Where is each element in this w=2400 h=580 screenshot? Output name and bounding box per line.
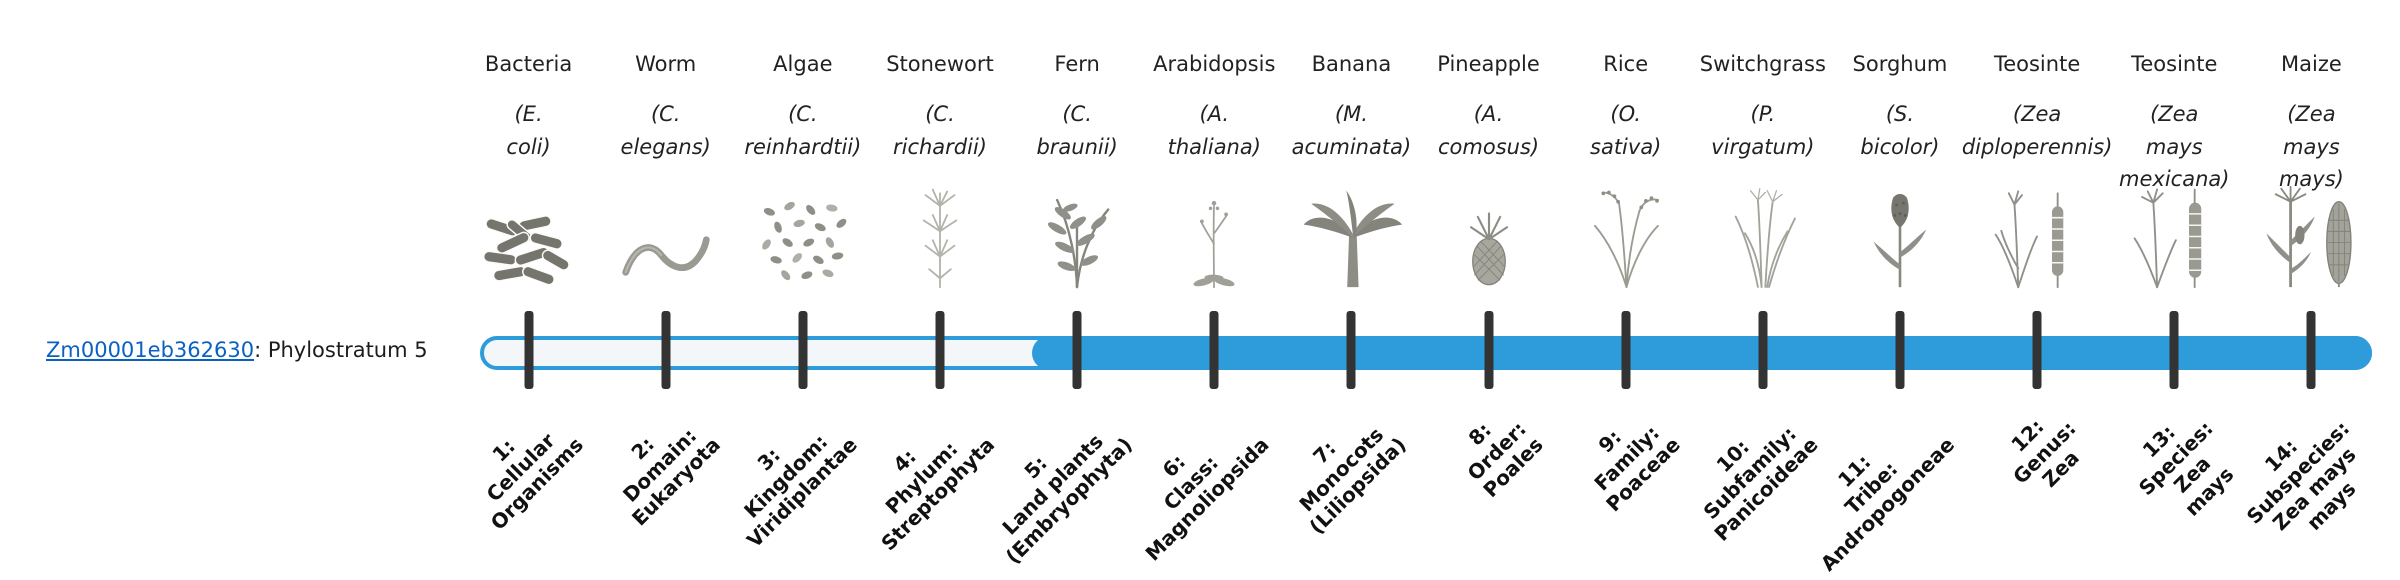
phylostratum-tick-12 <box>2032 311 2042 389</box>
algae-illustration <box>736 168 870 290</box>
rice-illustration <box>1559 168 1693 290</box>
fern-illustration <box>1010 168 1144 290</box>
organism-scientific-name: (Zea diploperennis) <box>1961 102 2113 159</box>
phylostratum-label-1: 1: Cellular Organisms <box>481 428 589 535</box>
teosinte-diploperennis-illustration <box>1970 168 2104 290</box>
organism-scientific-name: (S. bicolor) <box>1860 102 1940 159</box>
phylostratum-tick-8 <box>1484 311 1494 389</box>
phylostratum-label-13: 13: Species: Zea mays <box>2133 415 2238 521</box>
organism-scientific-name: (Zea mays mexicana) <box>2119 102 2230 192</box>
organism-scientific-name: (C. richardii) <box>892 102 988 159</box>
phylostratum-tick-13 <box>2169 311 2179 389</box>
organism-name: Stonewort <box>886 52 994 76</box>
organism-column-teosinte-mexicana: Teosinte (Zea mays mexicana) 13: Species… <box>2106 0 2243 580</box>
organism-scientific-name: (O. sativa) <box>1590 102 1662 159</box>
phylostratum-tick-14 <box>2306 311 2316 389</box>
phylostratum-tick-7 <box>1346 311 1356 389</box>
phylostratum-label-7: 7: Monocots (Liliopsida) <box>1294 422 1412 539</box>
organism-name: Teosinte <box>1993 52 2081 76</box>
bacteria-illustration <box>462 168 596 290</box>
gene-id-link[interactable]: Zm00001eb362630 <box>46 338 255 362</box>
organism-scientific-name: (C. elegans) <box>620 102 711 159</box>
organism-name: Maize <box>2281 52 2342 76</box>
organism-column-teosinte-diploperennis: Teosinte (Zea diploperennis) <box>1962 0 2113 580</box>
organism-name: Bacteria <box>484 52 573 76</box>
organism-scientific-name: (P. virgatum) <box>1711 102 1815 159</box>
phylostratum-label-8: 8: Order: Poales <box>1462 416 1549 503</box>
organism-column-bacteria: Bacteria (E. coli) <box>460 0 597 580</box>
organism-column-arabidopsis: Arabidopsis (A. thaliana) <box>1141 0 1283 580</box>
organism-column-maize: Maize (Zea mays mays) 14: Subspecies: Z <box>2242 0 2380 580</box>
organism-scientific-name: (A. thaliana) <box>1167 102 1261 159</box>
gene-label: Zm00001eb362630: Phylostratum 5 <box>46 338 428 362</box>
organism-column-stonewort: Stonewort (C. richardii) 4: Phylum: Stre… <box>871 0 1008 580</box>
gene-phylostratum-text: : Phylostratum 5 <box>254 338 428 362</box>
organism-name: Fern <box>1054 52 1100 76</box>
phylostratum-label-12: 12: Genus: Zea <box>2006 414 2084 493</box>
organism-scientific-name: (C. braunii) <box>1036 102 1118 159</box>
phylostratum-tick-3 <box>798 311 808 389</box>
organism-column-banana: Banana (M. acuminata) 7: Monocots (Lilio… <box>1283 0 1420 580</box>
organism-name: Teosinte <box>2131 52 2218 76</box>
organism-name: Banana <box>1311 52 1392 76</box>
organism-scientific-name: (E. coli) <box>506 102 551 159</box>
phylostratum-label-2: 2: Domain: Eukaryota <box>618 423 726 531</box>
phylostratum-tick-1 <box>524 311 534 389</box>
organism-column-worm: Worm (C. elegans) 2: Domain: Eukaryota <box>597 0 734 580</box>
organism-name: Arabidopsis <box>1153 52 1276 76</box>
phylostratum-tick-2 <box>661 311 671 389</box>
worm-illustration <box>599 168 733 290</box>
organism-name: Rice <box>1603 52 1649 76</box>
organism-scientific-name: (M. acuminata) <box>1291 102 1412 159</box>
phylostratum-tick-4 <box>935 311 945 389</box>
organism-scientific-name: (C. reinhardtii) <box>744 102 862 159</box>
phylostratum-tick-10 <box>1758 311 1768 389</box>
phylostratum-label-14: 14: Subspecies: Zea mays mays <box>2241 415 2362 536</box>
switchgrass-illustration <box>1696 168 1830 290</box>
arabidopsis-illustration <box>1147 168 1281 290</box>
organism-scientific-name: (Zea mays mays) <box>2278 102 2344 192</box>
organism-name: Sorghum <box>1852 52 1948 76</box>
phylostratum-label-9: 9: Family: Poaceae <box>1589 420 1686 517</box>
phylostratum-tick-9 <box>1621 311 1631 389</box>
organism-column-pineapple: Pineapple (A. comosus) 8: Order: Poales <box>1420 0 1557 580</box>
sorghum-illustration <box>1833 168 1967 290</box>
phylostratum-tick-6 <box>1209 311 1219 389</box>
pineapple-illustration <box>1422 168 1556 290</box>
organism-name: Pineapple <box>1437 52 1540 76</box>
organism-name: Algae <box>773 52 833 76</box>
organism-column-fern: Fern (C. braunii) <box>997 0 1146 580</box>
organism-name: Switchgrass <box>1699 52 1826 76</box>
phylostratum-tick-5 <box>1072 311 1082 389</box>
maize-illustration <box>2244 168 2378 290</box>
phylostrata-columns: Bacteria (E. coli) <box>460 0 2380 580</box>
timeline-bar-fill <box>1032 336 2372 370</box>
phylostrata-timeline: Bacteria (E. coli) <box>460 0 2380 580</box>
phylostratum-tick-11 <box>1895 311 1905 389</box>
organism-column-algae: Algae (C. reinhardtii) <box>734 0 871 580</box>
stonewort-illustration <box>873 168 1007 290</box>
organism-scientific-name: (A. comosus) <box>1438 102 1540 159</box>
organism-column-switchgrass: Switchgrass (P. virgatum) <box>1694 0 1831 580</box>
organism-column-sorghum: Sorghum (S. bicolor) 11: Tribe: Andropog… <box>1816 0 1968 580</box>
organism-name: Worm <box>635 52 697 76</box>
teosinte-mexicana-illustration <box>2107 168 2241 290</box>
organism-column-rice: Rice (O. sativa) <box>1557 0 1694 580</box>
banana-illustration <box>1284 168 1418 290</box>
